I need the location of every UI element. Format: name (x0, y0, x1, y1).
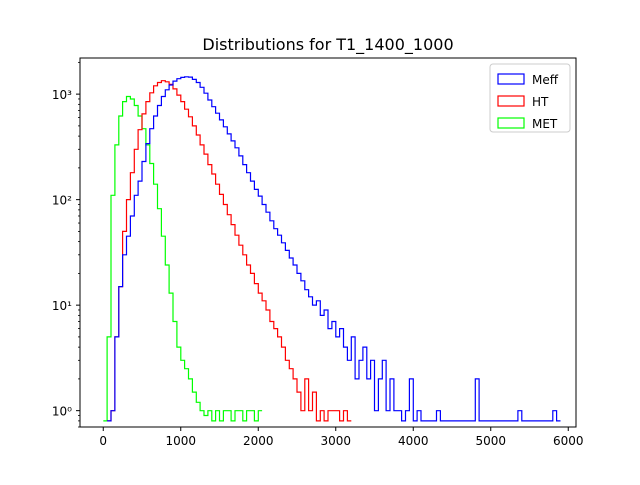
series-line-ht (107, 80, 352, 422)
x-tick-label: 3000 (320, 434, 351, 448)
legend-label-met: MET (532, 117, 558, 131)
x-tick-label: 5000 (475, 434, 506, 448)
chart-title: Distributions for T1_1400_1000 (202, 35, 453, 55)
y-tick-label: 10⁰ (52, 405, 72, 419)
y-tick-label: 10¹ (52, 299, 72, 313)
series-group (103, 76, 561, 422)
x-tick-label: 6000 (553, 434, 584, 448)
y-tick-label: 10² (52, 194, 72, 208)
x-tick-label: 1000 (165, 434, 196, 448)
x-tick-label: 0 (99, 434, 107, 448)
x-tick-label: 4000 (398, 434, 429, 448)
series-line-meff (107, 76, 561, 422)
axes-frame (79, 57, 577, 428)
legend-label-meff: Meff (532, 73, 559, 87)
legend-label-ht: HT (532, 95, 549, 109)
series-line-met (103, 95, 263, 422)
x-tick-label: 2000 (243, 434, 274, 448)
legend-swatch-meff (497, 73, 525, 85)
plot-area: 0 1000 2000 3000 4000 5000 6000 10⁰ 10¹ 10² 10³ Mef… (52, 57, 584, 448)
legend-swatch-met (497, 117, 525, 129)
legend-swatch-ht (497, 95, 525, 107)
legend-box (489, 63, 571, 133)
legend: Meff HT MET (489, 63, 571, 133)
y-tick-label: 10³ (52, 88, 72, 102)
